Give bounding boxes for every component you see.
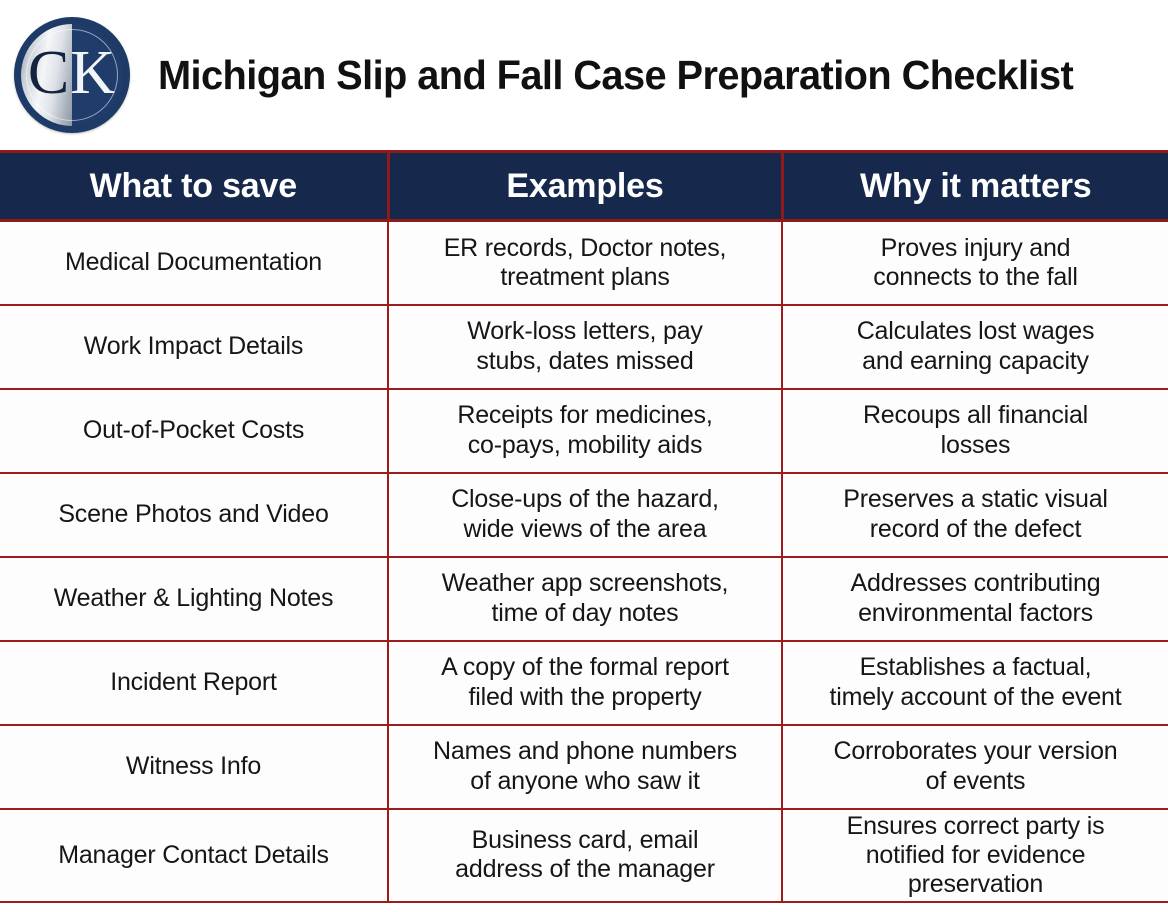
table-row: Weather & Lighting Notes Weather app scr… xyxy=(0,556,1168,642)
cell-line: notified for evidence xyxy=(865,840,1086,869)
cell-what-to-save: Manager Contact Details xyxy=(0,808,389,904)
cell-examples: ER records, Doctor notes, treatment plan… xyxy=(387,220,783,306)
cell-line: timely account of the event xyxy=(829,682,1122,711)
column-header-why-it-matters: Why it matters xyxy=(780,151,1168,222)
cell-line: ER records, Doctor notes, xyxy=(443,233,727,262)
logo-disc xyxy=(21,24,123,126)
cell-line: Weather app screenshots, xyxy=(441,569,729,598)
cell-line: preservation xyxy=(907,870,1044,898)
cell-why-it-matters: Corroborates your version of events xyxy=(781,724,1168,810)
table-head: What to save Examples Why it matters xyxy=(0,151,1168,222)
cell-examples: Business card, email address of the mana… xyxy=(387,808,783,904)
cell-line: treatment plans xyxy=(500,262,670,291)
cell-line: environmental factors xyxy=(858,598,1093,627)
cell-why-it-matters: Addresses contributing environmental fac… xyxy=(781,556,1168,642)
cell-why-it-matters: Ensures correct party is notified for ev… xyxy=(781,808,1168,904)
cell-what-to-save: Incident Report xyxy=(0,640,389,726)
cell-line: record of the defect xyxy=(869,514,1082,543)
logo-letter-k: K xyxy=(70,39,117,107)
cell-why-it-matters: Calculates lost wages and earning capaci… xyxy=(781,304,1168,390)
table-body: Medical Documentation ER records, Doctor… xyxy=(0,220,1168,904)
cell-line: Receipts for medicines, xyxy=(457,401,713,430)
cell-line: Proves injury and xyxy=(880,233,1071,262)
cell-line: and earning capacity xyxy=(862,346,1089,375)
cell-line: of anyone who saw it xyxy=(470,766,700,795)
cell-examples: Receipts for medicines, co-pays, mobilit… xyxy=(387,388,783,474)
cell-why-it-matters: Proves injury and connects to the fall xyxy=(781,220,1168,306)
table-row: Scene Photos and Video Close-ups of the … xyxy=(0,472,1168,558)
cell-line: of events xyxy=(925,766,1026,795)
cell-what-to-save: Work Impact Details xyxy=(0,304,389,390)
cell-line: stubs, dates missed xyxy=(476,346,694,375)
cell-line: Preserves a static visual xyxy=(843,485,1108,514)
logo-letter-c: C xyxy=(27,39,71,107)
cell-line: Ensures correct party is xyxy=(846,811,1105,840)
cell-line: Calculates lost wages xyxy=(856,317,1095,346)
cell-what-to-save: Weather & Lighting Notes xyxy=(0,556,389,642)
cell-line: A copy of the formal report xyxy=(441,653,729,682)
cell-line: Work-loss letters, pay xyxy=(467,317,703,346)
table-row: Medical Documentation ER records, Doctor… xyxy=(0,220,1168,306)
cell-line: address of the manager xyxy=(455,855,715,884)
cell-line: Business card, email xyxy=(471,826,699,855)
cell-line: Corroborates your version xyxy=(833,737,1118,766)
logo-silver-half xyxy=(21,24,72,126)
cell-what-to-save: Witness Info xyxy=(0,724,389,810)
cell-examples: Weather app screenshots, time of day not… xyxy=(387,556,783,642)
table-row: Work Impact Details Work-loss letters, p… xyxy=(0,304,1168,390)
cell-examples: Names and phone numbers of anyone who sa… xyxy=(387,724,783,810)
column-header-what-to-save: What to save xyxy=(0,151,390,222)
table-row: Manager Contact Details Business card, e… xyxy=(0,808,1168,904)
checklist-table: What to save Examples Why it matters Med… xyxy=(0,150,1168,904)
cell-line: Addresses contributing xyxy=(850,569,1101,598)
cell-what-to-save: Medical Documentation xyxy=(0,220,389,306)
cell-line: Recoups all financial xyxy=(862,401,1089,430)
cell-what-to-save: Out-of-Pocket Costs xyxy=(0,388,389,474)
table-row: Incident Report A copy of the formal rep… xyxy=(0,640,1168,726)
logo-navy-half xyxy=(72,24,123,126)
cell-why-it-matters: Establishes a factual, timely account of… xyxy=(781,640,1168,726)
cell-line: Names and phone numbers xyxy=(433,737,737,766)
cell-examples: Close-ups of the hazard, wide views of t… xyxy=(387,472,783,558)
cell-examples: A copy of the formal report filed with t… xyxy=(387,640,783,726)
cell-line: connects to the fall xyxy=(873,262,1078,291)
cell-line: co-pays, mobility aids xyxy=(467,430,703,459)
column-header-examples: Examples xyxy=(386,151,784,222)
cell-line: filed with the property xyxy=(468,682,702,711)
cell-line: wide views of the area xyxy=(463,514,707,543)
cell-line: Establishes a factual, xyxy=(859,653,1092,682)
cell-why-it-matters: Recoups all financial losses xyxy=(781,388,1168,474)
cell-why-it-matters: Preserves a static visual record of the … xyxy=(781,472,1168,558)
cell-what-to-save: Scene Photos and Video xyxy=(0,472,389,558)
page-title: Michigan Slip and Fall Case Preparation … xyxy=(158,51,1074,98)
cell-line: time of day notes xyxy=(491,598,679,627)
table-row: Witness Info Names and phone numbers of … xyxy=(0,724,1168,810)
table-header-row: What to save Examples Why it matters xyxy=(0,151,1168,222)
cell-line: losses xyxy=(940,430,1011,459)
cell-line: Close-ups of the hazard, xyxy=(451,485,719,514)
cell-examples: Work-loss letters, pay stubs, dates miss… xyxy=(387,304,783,390)
table-row: Out-of-Pocket Costs Receipts for medicin… xyxy=(0,388,1168,474)
